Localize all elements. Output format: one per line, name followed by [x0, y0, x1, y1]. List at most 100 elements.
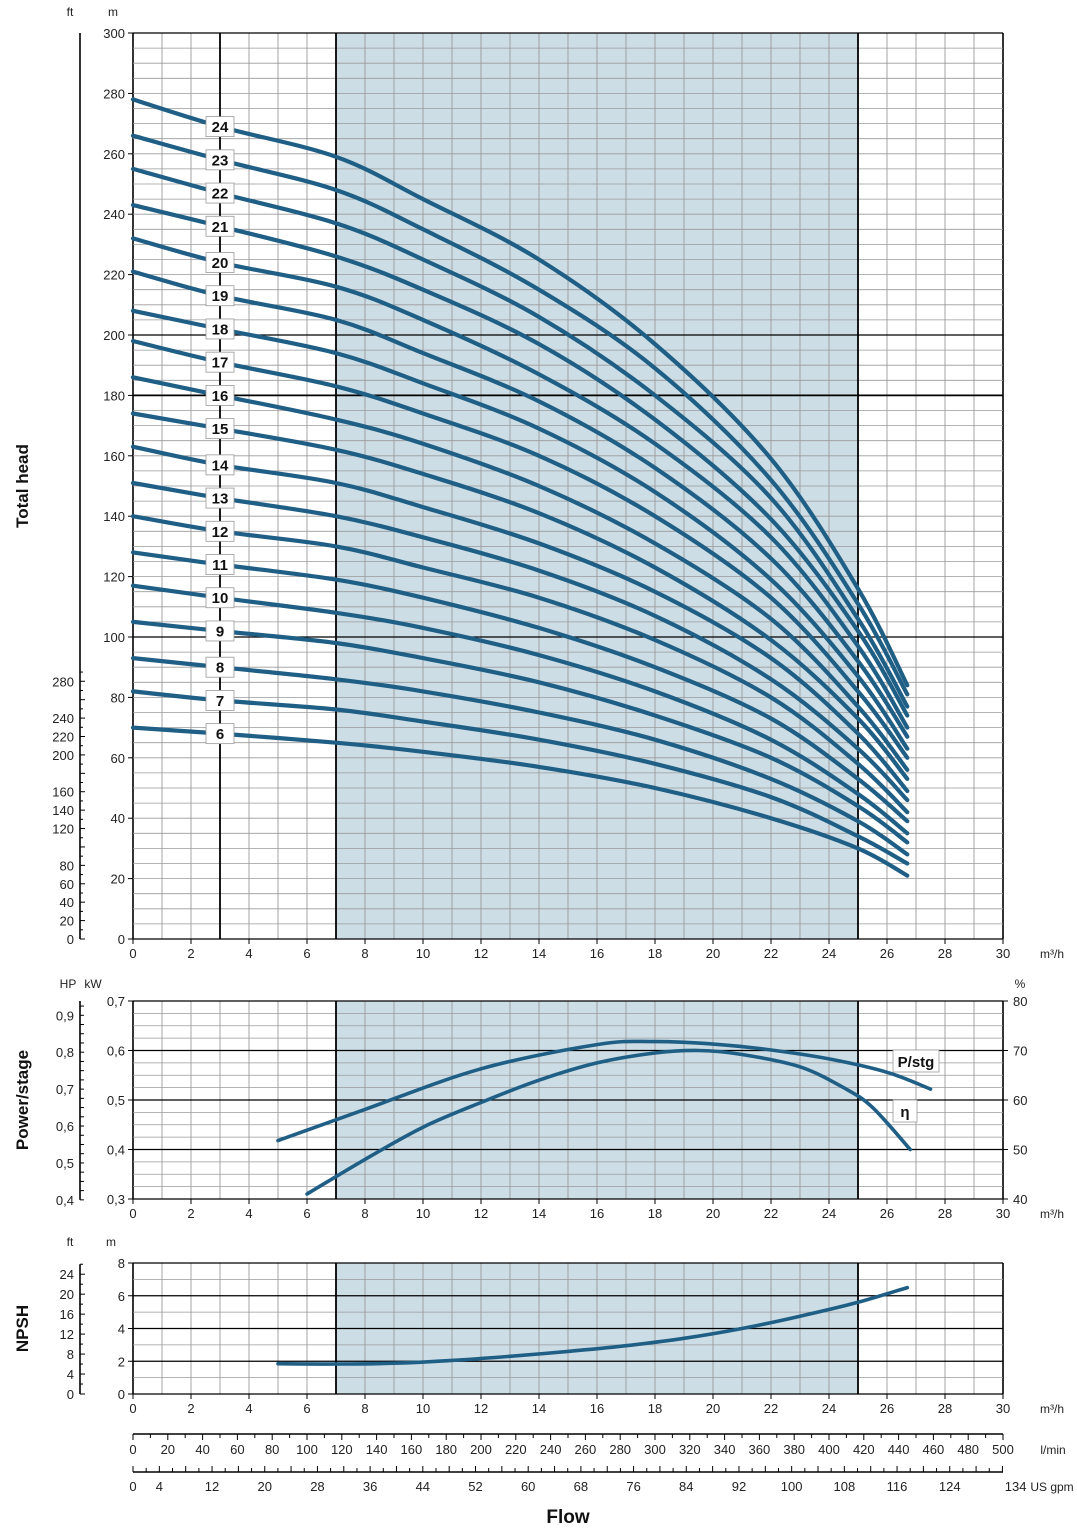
npsh-panel-x-tick-label: 10: [416, 1401, 430, 1416]
power-panel-x-tick-label: 10: [416, 1206, 430, 1221]
power-curve-labels: P/stg η: [892, 1049, 940, 1123]
npsh-panel-x-tick-label: 8: [361, 1401, 368, 1416]
head-curve-labels: 6 7 8 9 10 11 12 13 14 15 16 17 18 19 20 21 22 23 24: [205, 116, 235, 745]
stage-label-box: [205, 690, 235, 711]
head-ft-axis: 0 20 40 60 80 120 140 160 200 220 240 280 ft: [52, 5, 85, 947]
lmin-tick-label: 340: [714, 1442, 736, 1457]
npsh-panel-x-unit: m³/h: [1040, 1402, 1064, 1416]
power-panel-grid: [132, 1000, 1004, 1200]
power-curves: [276, 1039, 933, 1196]
head-panel-x-tick-label: 16: [590, 946, 604, 961]
stage-label-14: 14: [212, 457, 229, 474]
head-m-axis: 0 20 40 60 80 100 120 140 160 180 200 220 240 260 280 3…: [103, 5, 133, 947]
efficiency-curve: [305, 1048, 912, 1196]
head-panel-x-tick-label: 8: [361, 946, 368, 961]
head-panel-x-tick-label: 6: [303, 946, 310, 961]
power-kw-tick-label: 0,6: [107, 1044, 125, 1059]
npsh-panel-x-tick-label: 4: [245, 1401, 252, 1416]
power-panel-x-axis: 0 2 4 6 8 10 12 14 16 18 20 22 24 26 28 30 m³/h: [129, 1199, 1064, 1221]
head-m-tick-label: 260: [103, 147, 125, 162]
npsh-curves: [276, 1285, 910, 1366]
head-m-tick-label: 220: [103, 268, 125, 283]
power-panel-x-tick-label: 6: [303, 1206, 310, 1221]
npsh-panel-x-tick-label: 18: [648, 1401, 662, 1416]
power-pct-tick-label: 40: [1013, 1192, 1027, 1207]
stage-label-box: [205, 520, 235, 542]
eta-label: η: [900, 1104, 909, 1121]
head-ft-tick-label: 240: [52, 711, 74, 726]
power-panel-x-tick-label: 0: [129, 1206, 136, 1221]
head-m-tick-label: 0: [118, 932, 125, 947]
lmin-tick-label: 60: [230, 1442, 244, 1457]
npsh-panel-x-tick-label: 22: [764, 1401, 778, 1416]
lmin-tick-label: 320: [679, 1442, 701, 1457]
power-panel-x-tick-label: 28: [938, 1206, 952, 1221]
head-ft-tick-label: 20: [60, 914, 74, 929]
head-curve-15: [130, 411, 910, 781]
gpm-tick-label: 124: [939, 1479, 961, 1494]
npsh-m-tick-label: 8: [118, 1256, 125, 1271]
lmin-tick-label: 140: [366, 1442, 388, 1457]
head-curve-23: [130, 133, 910, 697]
head-m-tick-label: 240: [103, 207, 125, 222]
lmin-tick-label: 220: [505, 1442, 527, 1457]
stage-label-19: 19: [212, 288, 229, 305]
head-curve-21: [130, 203, 910, 718]
stage-label-21: 21: [212, 219, 229, 236]
npsh-panel-x-tick-label: 14: [532, 1401, 546, 1416]
head-ft-tick-label: 200: [52, 748, 74, 763]
power-pct-tick-label: 50: [1013, 1143, 1027, 1158]
stage-label-10: 10: [212, 590, 229, 607]
stage-label-9: 9: [216, 623, 224, 640]
head-m-tick-label: 80: [111, 690, 125, 705]
npsh-ylabel: NPSH: [13, 1305, 32, 1352]
stage-label-box: [205, 454, 235, 476]
stage-label-20: 20: [212, 255, 229, 272]
gpm-tick-label: 28: [310, 1479, 324, 1494]
lmin-tick-label: 440: [888, 1442, 910, 1457]
stage-label-box: [205, 215, 235, 237]
gpm-tick-label: 116: [887, 1479, 908, 1494]
head-panel-x-tick-label: 2: [187, 946, 194, 961]
gpm-tick-label: 134: [1005, 1479, 1027, 1494]
head-ft-tick-label: 0: [67, 932, 74, 947]
power-ylabel: Power/stage: [13, 1050, 32, 1150]
head-curve-20: [130, 236, 910, 730]
head-m-tick-label: 100: [103, 630, 125, 645]
npsh-panel-x-tick-label: 28: [938, 1401, 952, 1416]
power-kw-tick-label: 0,5: [107, 1093, 125, 1108]
lmin-unit: l/min: [1040, 1443, 1065, 1457]
npsh-ft-axis: 0 4 8 12 16 20 24 ft: [60, 1235, 85, 1402]
gpm-tick-label: 108: [834, 1479, 856, 1494]
pstg-label: P/stg: [898, 1054, 935, 1071]
npsh-ft-tick-label: 0: [67, 1387, 74, 1402]
stage-label-7: 7: [216, 693, 224, 710]
lmin-tick-label: 360: [749, 1442, 771, 1457]
npsh-panel-x-tick-label: 16: [590, 1401, 604, 1416]
lmin-tick-label: 500: [992, 1442, 1014, 1457]
npsh-m-tick-label: 0: [118, 1387, 125, 1402]
power-pct-axis: 40 50 60 70 80%: [1003, 977, 1027, 1207]
pstg-label-box: [892, 1049, 940, 1073]
power-pct-unit: %: [1015, 977, 1026, 991]
npsh-panel-x-tick-label: 0: [129, 1401, 136, 1416]
lmin-tick-label: 100: [296, 1442, 318, 1457]
head-panel-x-tick-label: 22: [764, 946, 778, 961]
head-panel-x-tick-label: 20: [706, 946, 720, 961]
stage-label-17: 17: [212, 355, 229, 372]
stage-label-box: [205, 252, 235, 273]
power-hp-tick-label: 0,9: [56, 1008, 74, 1023]
gpm-tick-label: 76: [626, 1479, 640, 1494]
stage-label-23: 23: [212, 152, 229, 169]
head-curve-9: [130, 619, 910, 845]
head-ft-tick-label: 60: [60, 877, 74, 892]
stage-label-box: [205, 182, 235, 204]
head-panel-x-tick-label: 24: [822, 946, 836, 961]
power-hp-tick-label: 0,6: [56, 1119, 74, 1134]
head-panel-x-tick-label: 14: [532, 946, 546, 961]
stage-label-8: 8: [216, 660, 224, 677]
power-pct-tick-label: 60: [1013, 1093, 1027, 1108]
stage-label-box: [205, 149, 235, 171]
npsh-panel-x-tick-label: 6: [303, 1401, 310, 1416]
